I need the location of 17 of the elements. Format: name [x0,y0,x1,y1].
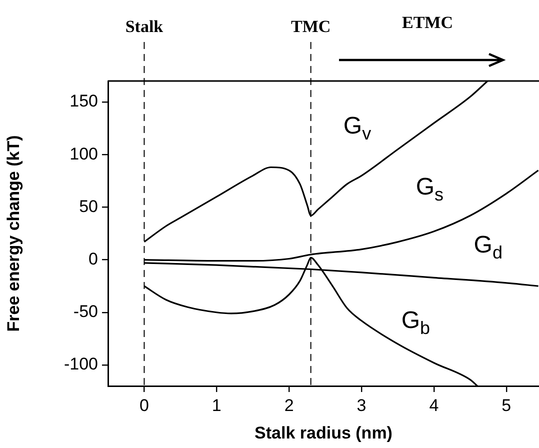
x-tick-label: 2 [284,396,294,415]
y-tick-label: 150 [70,92,98,111]
x-tick-label: 1 [212,396,222,415]
ref-line-label: Stalk [125,17,164,36]
x-tick-label: 3 [356,396,366,415]
ref-line-label: TMC [290,17,331,36]
text: ETMC [402,13,453,33]
x-tick-label: 5 [502,396,512,415]
x-tick-label: 4 [429,396,439,415]
x-axis-title: Stalk radius (nm) [254,423,392,442]
x-tick-label: 0 [139,396,149,415]
y-axis-title: Free energy change (kT) [4,135,23,332]
y-tick-label: 0 [88,249,98,268]
y-tick-label: -100 [64,354,98,374]
y-tick-label: 100 [70,144,98,164]
y-tick-label: 50 [79,196,98,216]
y-tick-label: -50 [73,302,98,322]
